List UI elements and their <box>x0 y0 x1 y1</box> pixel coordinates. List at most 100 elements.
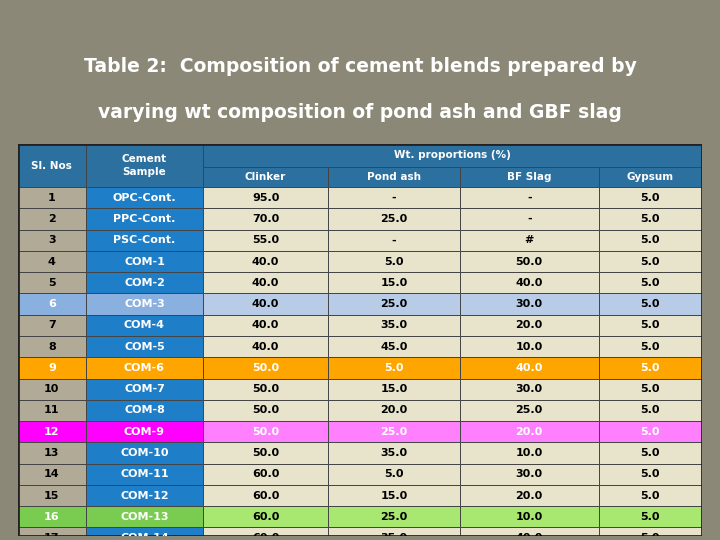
Text: 5.0: 5.0 <box>641 469 660 480</box>
Text: 20.0: 20.0 <box>516 427 543 437</box>
Text: 50.0: 50.0 <box>252 427 279 437</box>
Bar <box>86 357 203 379</box>
Text: COM-1: COM-1 <box>124 256 165 267</box>
Text: COM-7: COM-7 <box>124 384 165 394</box>
Bar <box>203 167 328 187</box>
Text: Clinker: Clinker <box>245 172 287 182</box>
Text: 5.0: 5.0 <box>641 235 660 245</box>
Bar <box>460 464 599 485</box>
Text: 10: 10 <box>44 384 60 394</box>
Bar <box>86 400 203 421</box>
Text: 30.0: 30.0 <box>516 384 543 394</box>
Text: 25.0: 25.0 <box>380 299 408 309</box>
Text: 45.0: 45.0 <box>380 342 408 352</box>
Text: 50.0: 50.0 <box>252 406 279 415</box>
Bar <box>18 421 86 442</box>
Bar <box>86 272 203 293</box>
Text: COM-2: COM-2 <box>124 278 165 288</box>
Text: 50.0: 50.0 <box>252 448 279 458</box>
Bar <box>599 167 702 187</box>
Bar <box>328 421 460 442</box>
Bar <box>203 315 328 336</box>
Text: -: - <box>392 193 396 202</box>
Text: varying wt composition of pond ash and GBF slag: varying wt composition of pond ash and G… <box>98 103 622 122</box>
Text: OPC-Cont.: OPC-Cont. <box>112 193 176 202</box>
Text: 4: 4 <box>48 256 55 267</box>
Text: -: - <box>527 214 531 224</box>
Text: 20.0: 20.0 <box>516 320 543 330</box>
Text: 40.0: 40.0 <box>516 533 543 540</box>
Bar <box>203 230 328 251</box>
Bar <box>203 485 328 506</box>
Bar <box>203 208 328 230</box>
Bar <box>18 400 86 421</box>
Bar <box>86 379 203 400</box>
Text: -: - <box>527 193 531 202</box>
Bar <box>599 272 702 293</box>
Text: 5.0: 5.0 <box>641 320 660 330</box>
Text: 5.0: 5.0 <box>641 533 660 540</box>
Text: 20.0: 20.0 <box>380 406 408 415</box>
Bar <box>86 506 203 528</box>
Bar <box>203 272 328 293</box>
Text: 11: 11 <box>44 406 60 415</box>
Bar <box>599 421 702 442</box>
Bar <box>86 144 203 187</box>
Text: 10.0: 10.0 <box>516 512 543 522</box>
Bar <box>86 187 203 208</box>
Text: PSC-Cont.: PSC-Cont. <box>113 235 176 245</box>
Text: 20.0: 20.0 <box>516 490 543 501</box>
Text: 40.0: 40.0 <box>252 320 279 330</box>
Bar <box>599 464 702 485</box>
Bar <box>328 293 460 315</box>
Text: 5.0: 5.0 <box>641 384 660 394</box>
Text: 40.0: 40.0 <box>516 363 543 373</box>
Bar <box>460 272 599 293</box>
Bar <box>203 336 328 357</box>
Bar <box>328 167 460 187</box>
Text: 15: 15 <box>44 490 60 501</box>
Bar <box>18 251 86 272</box>
Bar <box>460 208 599 230</box>
Bar <box>86 251 203 272</box>
Text: 25.0: 25.0 <box>380 512 408 522</box>
Bar <box>18 293 86 315</box>
Bar <box>460 187 599 208</box>
Text: COM-12: COM-12 <box>120 490 168 501</box>
Text: -: - <box>392 235 396 245</box>
Text: 30.0: 30.0 <box>516 299 543 309</box>
Bar <box>460 506 599 528</box>
Bar <box>18 379 86 400</box>
Text: 50.0: 50.0 <box>252 384 279 394</box>
Bar <box>460 336 599 357</box>
Text: 25.0: 25.0 <box>380 427 408 437</box>
Bar <box>18 315 86 336</box>
Bar <box>18 528 86 540</box>
Text: 6: 6 <box>48 299 55 309</box>
Bar <box>460 230 599 251</box>
Bar <box>460 485 599 506</box>
Bar <box>18 464 86 485</box>
Text: 12: 12 <box>44 427 60 437</box>
Bar <box>328 315 460 336</box>
Text: 3: 3 <box>48 235 55 245</box>
Text: 5.0: 5.0 <box>641 342 660 352</box>
Bar <box>18 144 86 187</box>
Text: COM-8: COM-8 <box>124 406 165 415</box>
Text: 15.0: 15.0 <box>380 384 408 394</box>
Text: 35.0: 35.0 <box>380 533 408 540</box>
Text: 40.0: 40.0 <box>252 342 279 352</box>
Bar <box>18 187 86 208</box>
Text: 15.0: 15.0 <box>380 278 408 288</box>
Text: PPC-Cont.: PPC-Cont. <box>113 214 176 224</box>
Bar <box>328 230 460 251</box>
Bar <box>203 379 328 400</box>
Text: 8: 8 <box>48 342 55 352</box>
Bar <box>86 208 203 230</box>
Bar <box>86 421 203 442</box>
Bar <box>460 421 599 442</box>
Bar <box>328 485 460 506</box>
Text: Cement
Sample: Cement Sample <box>122 154 167 177</box>
Text: 50.0: 50.0 <box>516 256 543 267</box>
Text: 25.0: 25.0 <box>516 406 543 415</box>
